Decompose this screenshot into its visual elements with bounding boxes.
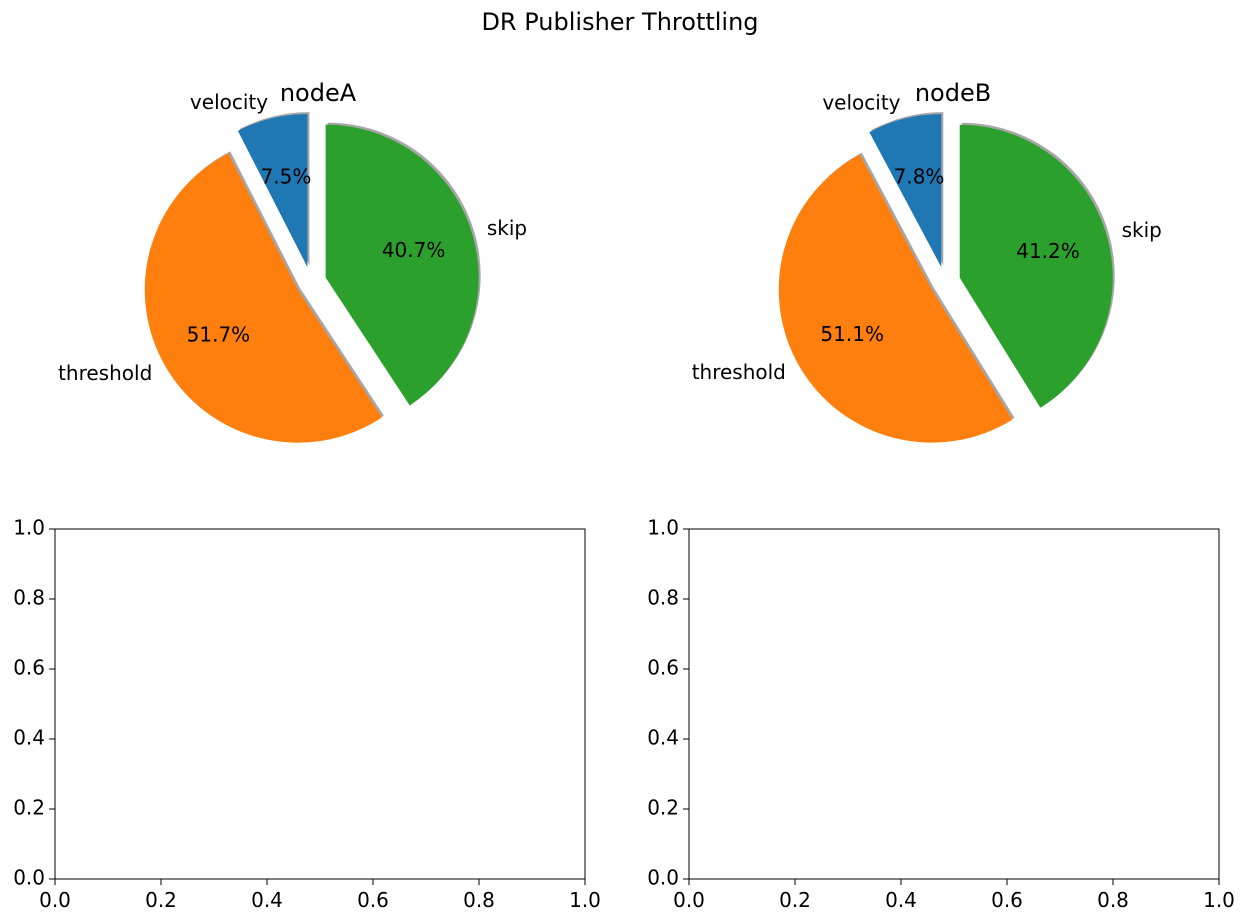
- pie-slice-skip: [325, 124, 479, 406]
- x-tick-label: 0.6: [357, 888, 389, 912]
- pie-label: threshold: [58, 361, 152, 385]
- x-tick-label: 0.2: [145, 888, 177, 912]
- y-tick-label: 0.6: [13, 656, 45, 680]
- pie-value-label: 51.1%: [820, 322, 884, 346]
- pie-value-label: 51.7%: [187, 322, 251, 346]
- x-tick-label: 1.0: [569, 888, 601, 912]
- axes-frame: [688, 528, 1220, 880]
- y-tick-label: 0.6: [647, 656, 679, 680]
- pie-value-label: 7.5%: [261, 164, 312, 188]
- y-tick-label: 0.2: [13, 796, 45, 820]
- empty-axes-left: 0.0 0.2 0.4 0.6 0.8 1.0 0.0 0.2 0.4 0.6 0.8 1.0: [13, 516, 601, 913]
- y-tick-label: 0.0: [647, 866, 679, 890]
- y-tick-label: 1.0: [647, 516, 679, 540]
- pie-slice-threshold: [778, 154, 1013, 443]
- y-tick-label: 0.8: [647, 586, 679, 610]
- x-tick-label: 0.2: [779, 888, 811, 912]
- pie-label: threshold: [692, 360, 786, 384]
- axes-frame: [54, 528, 586, 880]
- y-tick-label: 0.0: [13, 866, 45, 890]
- pie-chart-node-a: velocity 7.5% threshold 51.7% skip 40.7% node…: [58, 79, 527, 443]
- x-tick-label: 0.4: [251, 888, 283, 912]
- pie-slice-velocity: [237, 114, 308, 268]
- pie-slice-skip: [959, 124, 1113, 408]
- x-tick-label: 0.4: [885, 888, 917, 912]
- pie-value-label: 40.7%: [382, 238, 446, 262]
- pie-slice-velocity: [869, 114, 942, 268]
- pie-value-label: 7.8%: [894, 165, 945, 189]
- pie-label: velocity: [822, 90, 900, 114]
- y-tick-label: 0.4: [13, 726, 45, 750]
- x-tick-label: 0.8: [1097, 888, 1129, 912]
- pie-label: skip: [487, 216, 527, 240]
- y-tick-label: 0.8: [13, 586, 45, 610]
- pie-chart-node-b: velocity 7.8% threshold 51.1% skip 41.2% node…: [692, 79, 1162, 443]
- x-tick-label: 0.6: [991, 888, 1023, 912]
- pie-slice-threshold: [144, 153, 382, 443]
- x-tick-label: 1.0: [1203, 888, 1235, 912]
- x-tick-label: 0.8: [463, 888, 495, 912]
- x-tick-label: 0.0: [673, 888, 705, 912]
- y-tick-label: 0.4: [647, 726, 679, 750]
- pie-label: skip: [1122, 218, 1162, 242]
- figure-title: DR Publisher Throttling: [481, 8, 758, 36]
- pie-value-label: 41.2%: [1016, 239, 1080, 263]
- pie-label: velocity: [190, 90, 268, 114]
- pie-title: nodeB: [915, 79, 991, 107]
- y-tick-label: 0.2: [647, 796, 679, 820]
- pie-title: nodeA: [280, 79, 357, 107]
- y-tick-label: 1.0: [13, 516, 45, 540]
- empty-axes-right: 0.0 0.2 0.4 0.6 0.8 1.0 0.0 0.2 0.4 0.6 0.8 1.0: [647, 516, 1235, 913]
- x-tick-label: 0.0: [39, 888, 71, 912]
